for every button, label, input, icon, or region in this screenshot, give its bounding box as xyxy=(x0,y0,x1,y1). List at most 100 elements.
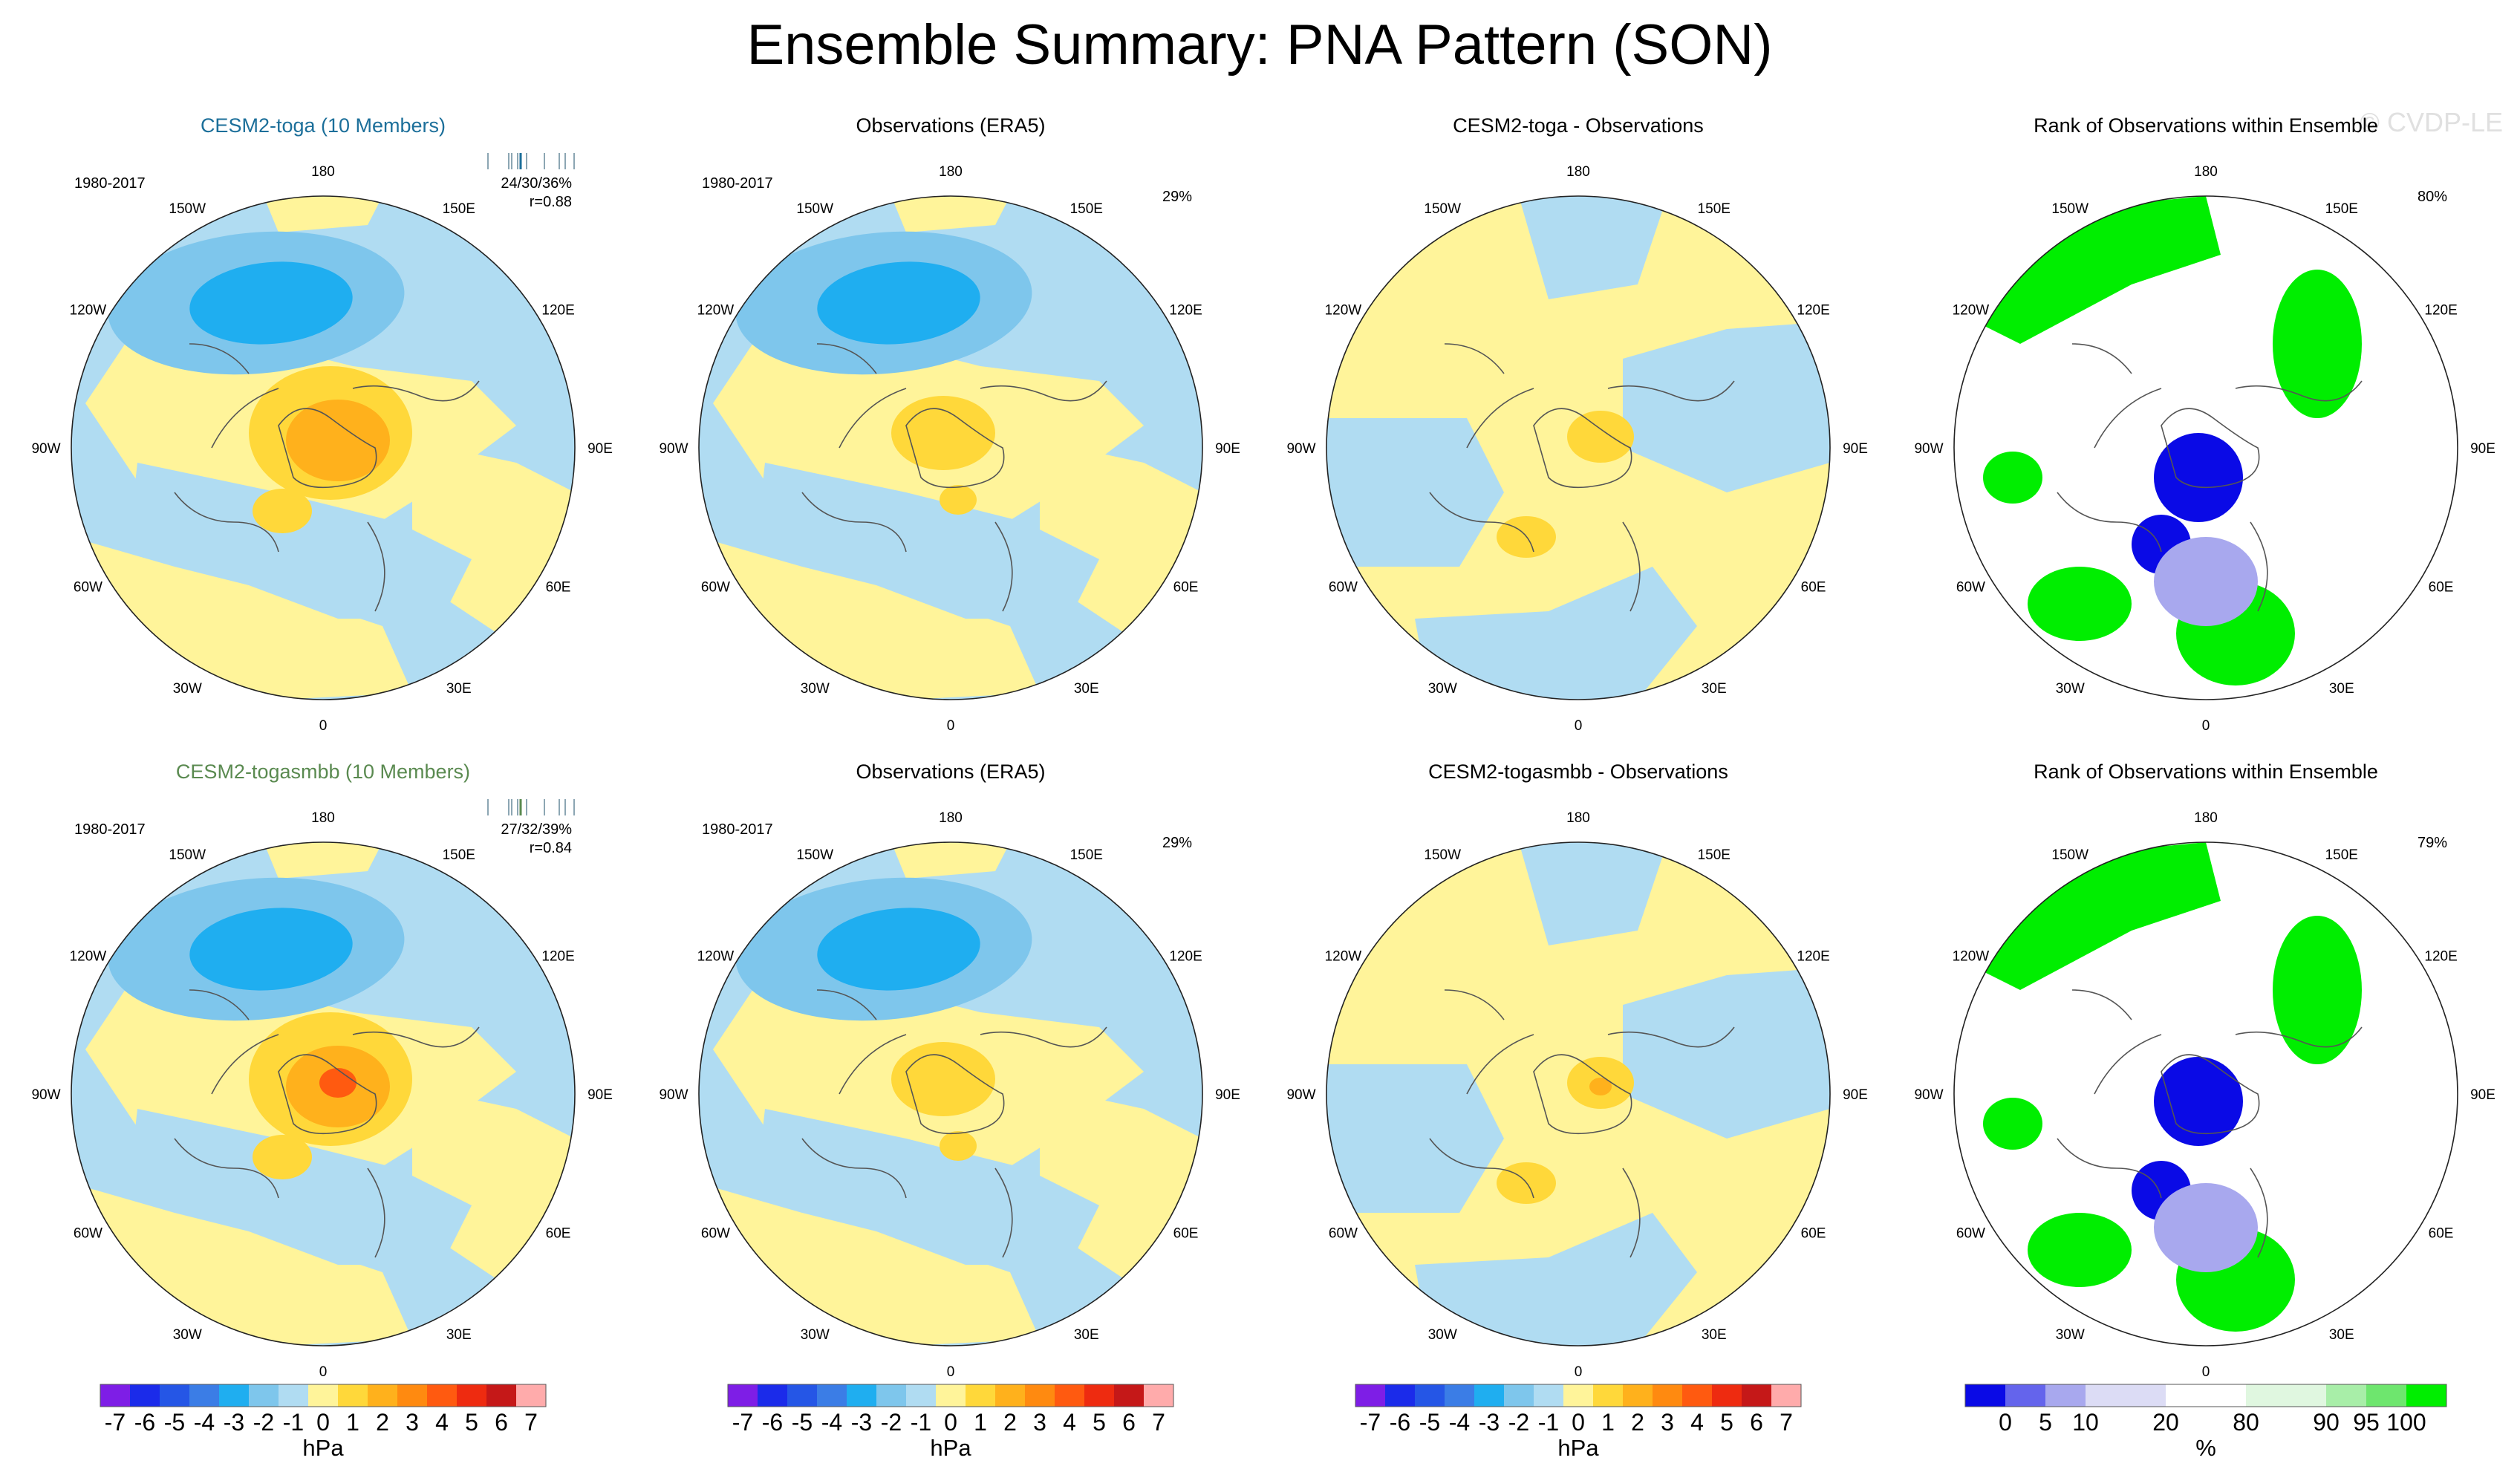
lon-label-30e: 30E xyxy=(2329,1327,2354,1343)
lon-label-90w: 90W xyxy=(659,1087,688,1103)
colorbar-swatch xyxy=(189,1384,219,1407)
colorbar-swatch xyxy=(1504,1384,1534,1407)
colorbar-tick-label: -1 xyxy=(911,1409,931,1436)
lon-label-90w: 90W xyxy=(659,441,688,457)
lon-label-120e: 120E xyxy=(2424,949,2457,965)
rank-high-w xyxy=(1983,452,2042,504)
panel-title: Observations (ERA5) xyxy=(856,761,1045,783)
colorbar-swatch xyxy=(1055,1384,1084,1407)
colorbar-tick-label: -7 xyxy=(732,1409,753,1436)
lon-label-90w: 90W xyxy=(1914,441,1943,457)
panel-r2-c3: CESM2-togasmbb - Observations 180 150E 120E… xyxy=(1286,761,1867,1380)
lon-label-150e: 150E xyxy=(1070,201,1103,217)
panel-title: CESM2-togasmbb - Observations xyxy=(1428,761,1728,783)
lon-label-90w: 90W xyxy=(31,1087,60,1103)
rank-high-east xyxy=(2273,916,2362,1064)
colorbar-tick-label: 3 xyxy=(1661,1409,1674,1436)
rank-high-sw xyxy=(2028,567,2132,641)
colorbar-tick-label: 0 xyxy=(1999,1409,2012,1436)
lon-label-0: 0 xyxy=(319,718,328,734)
colorbar-swatch xyxy=(2246,1384,2326,1407)
panel-r1-c4: Rank of Observations within Ensemble 180 1… xyxy=(1914,114,2495,734)
coastline xyxy=(801,989,1107,1258)
colorbar-tick-label: 10 xyxy=(2072,1409,2099,1436)
colorbar-swatch xyxy=(2086,1384,2166,1407)
colorbar-swatch xyxy=(847,1384,876,1407)
colorbar-tick-label: -6 xyxy=(134,1409,155,1436)
lon-label-30e: 30E xyxy=(1074,681,1099,697)
colorbar-tick-label: -7 xyxy=(105,1409,126,1436)
colorbar-rank: 0 5 10 20 80 90 95 100% xyxy=(1964,1384,2447,1461)
polar-map xyxy=(1954,196,2458,700)
colorbar-swatch xyxy=(1682,1384,1712,1407)
colorbar-tick-label: -1 xyxy=(1538,1409,1559,1436)
lon-label-60w: 60W xyxy=(1956,1226,1985,1242)
colorbar-unit: hPa xyxy=(302,1435,344,1461)
lon-label-90e: 90E xyxy=(587,1087,613,1103)
colorbar-swatch xyxy=(995,1384,1025,1407)
colorbar-tick-label: 3 xyxy=(406,1409,419,1436)
colorbar-swatch xyxy=(1965,1384,2005,1407)
lon-label-120e: 120E xyxy=(1169,949,1202,965)
panel-title: Observations (ERA5) xyxy=(856,114,1045,137)
colorbar-swatch xyxy=(1623,1384,1653,1407)
lon-label-120w: 120W xyxy=(1325,949,1362,965)
lon-label-60e: 60E xyxy=(1173,580,1199,596)
map-boundary xyxy=(1326,195,1831,700)
lon-label-30w: 30W xyxy=(2056,681,2085,697)
polar-map xyxy=(1954,842,2458,1346)
colorbar-tick-label: -3 xyxy=(224,1409,244,1436)
colorbar-swatch xyxy=(516,1384,546,1407)
lon-label-150e: 150E xyxy=(1698,847,1731,863)
rank-light-1 xyxy=(2154,537,2258,626)
rank-light-1 xyxy=(2154,1183,2258,1272)
colorbar-outline xyxy=(1964,1384,2447,1407)
lon-label-120e: 120E xyxy=(1797,303,1829,319)
colorbar-swatch xyxy=(1385,1384,1415,1407)
positive-region-north xyxy=(891,842,1010,879)
map-boundary xyxy=(1326,841,1831,1346)
colorbar-swatch xyxy=(2045,1384,2086,1407)
colorbar-tick-label: 7 xyxy=(524,1409,538,1436)
map-boundary xyxy=(698,841,1203,1346)
colorbar-tick-label: -2 xyxy=(881,1409,902,1436)
colorbar-unit: % xyxy=(2195,1435,2216,1461)
lon-label-60e: 60E xyxy=(2429,1226,2454,1242)
lon-label-120w: 120W xyxy=(1953,303,1990,319)
arctic-high-3 xyxy=(253,1135,312,1179)
rank-high-north xyxy=(1976,196,2221,344)
rank-low-center xyxy=(2154,433,2243,522)
lon-label-150w: 150W xyxy=(169,847,206,863)
rank-low-center xyxy=(2154,1057,2243,1146)
colorbar-unit: hPa xyxy=(930,1435,971,1461)
colorbar-tick-label: 6 xyxy=(1750,1409,1763,1436)
variance-stat: 27/32/39% xyxy=(501,821,572,838)
lon-label-120w: 120W xyxy=(1325,303,1362,319)
negative-region-east xyxy=(1623,322,1830,492)
lon-label-60w: 60W xyxy=(1329,1226,1358,1242)
colorbar-tick-label: 5 xyxy=(465,1409,478,1436)
lon-label-30e: 30E xyxy=(1702,681,1727,697)
lon-label-30e: 30E xyxy=(446,1327,472,1343)
panel-title: CESM2-toga - Observations xyxy=(1453,114,1704,137)
panel-grid: CESM2-toga (10 Members) 180 150E 120E 90E 60E… xyxy=(31,114,2495,1380)
colorbar-tick-label: -1 xyxy=(283,1409,304,1436)
polar-map xyxy=(699,842,1202,1346)
period-label: 1980-2017 xyxy=(702,821,773,838)
lon-label-30e: 30E xyxy=(1074,1327,1099,1343)
lon-label-60w: 60W xyxy=(701,1226,730,1242)
colorbar-swatch xyxy=(1712,1384,1742,1407)
colorbar-swatch xyxy=(2326,1384,2366,1407)
colorbar-tick-label: 1 xyxy=(1601,1409,1615,1436)
lon-label-120w: 120W xyxy=(70,949,107,965)
colorbar-swatch xyxy=(758,1384,787,1407)
colorbar-swatch xyxy=(219,1384,249,1407)
lon-label-30w: 30W xyxy=(801,681,830,697)
pct-label: 29% xyxy=(1162,189,1192,205)
coastline xyxy=(2057,989,2363,1258)
colorbar-tick-label: 5 xyxy=(2039,1409,2052,1436)
lon-label-150e: 150E xyxy=(443,847,475,863)
lon-label-60e: 60E xyxy=(1801,1226,1826,1242)
lon-label-60e: 60E xyxy=(1801,580,1826,596)
